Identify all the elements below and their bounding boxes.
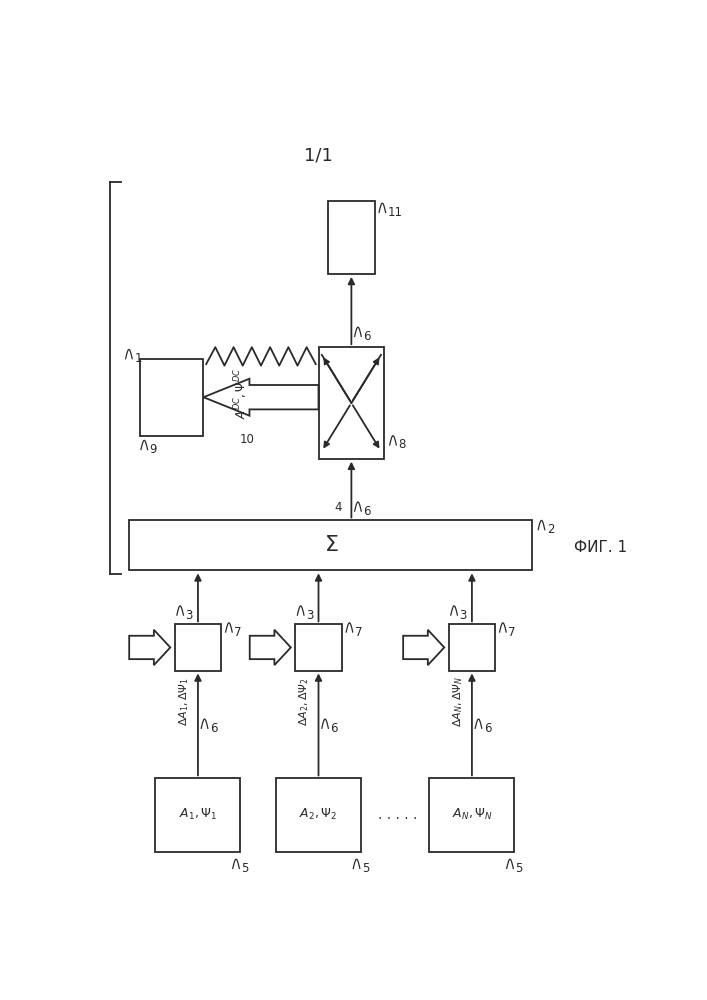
Text: 6: 6 bbox=[331, 722, 338, 735]
Bar bbox=[129, 520, 532, 570]
Polygon shape bbox=[204, 379, 319, 416]
Text: $\Sigma$: $\Sigma$ bbox=[324, 535, 338, 555]
Text: 5: 5 bbox=[362, 862, 370, 875]
Bar bbox=[328, 201, 375, 274]
Text: 6: 6 bbox=[210, 722, 218, 735]
Text: 4: 4 bbox=[334, 501, 341, 514]
Text: 11: 11 bbox=[388, 206, 403, 219]
Bar bbox=[175, 624, 221, 671]
Text: 8: 8 bbox=[399, 438, 406, 451]
Text: 7: 7 bbox=[235, 626, 242, 639]
Bar bbox=[276, 778, 361, 852]
Text: $\Delta A_1,\Delta\Psi_1$: $\Delta A_1,\Delta\Psi_1$ bbox=[177, 677, 191, 726]
Text: 5: 5 bbox=[242, 862, 249, 875]
Polygon shape bbox=[403, 630, 444, 665]
Text: 3: 3 bbox=[186, 609, 193, 622]
Text: 7: 7 bbox=[508, 626, 516, 639]
Text: $A^{DC},\Psi^{DC}$: $A^{DC},\Psi^{DC}$ bbox=[232, 368, 250, 419]
Polygon shape bbox=[129, 630, 170, 665]
Text: $A_N,\Psi_N$: $A_N,\Psi_N$ bbox=[452, 807, 492, 822]
Text: $\Delta A_N,\Delta\Psi_N$: $\Delta A_N,\Delta\Psi_N$ bbox=[451, 676, 464, 727]
Text: . . . . .: . . . . . bbox=[378, 808, 418, 822]
Text: 3: 3 bbox=[306, 609, 313, 622]
Polygon shape bbox=[250, 630, 291, 665]
Text: $A_2,\Psi_2$: $A_2,\Psi_2$ bbox=[300, 807, 337, 822]
Text: 1/1: 1/1 bbox=[304, 147, 333, 165]
Text: 1: 1 bbox=[134, 352, 142, 365]
Text: 10: 10 bbox=[240, 433, 255, 446]
Text: $A_1,\Psi_1$: $A_1,\Psi_1$ bbox=[179, 807, 217, 822]
Text: 6: 6 bbox=[363, 505, 371, 518]
Bar bbox=[156, 778, 240, 852]
Text: 6: 6 bbox=[363, 330, 371, 343]
Bar bbox=[141, 359, 204, 436]
Bar bbox=[296, 624, 341, 671]
Text: ФИГ. 1: ФИГ. 1 bbox=[574, 540, 627, 555]
Text: 2: 2 bbox=[547, 523, 554, 536]
Text: $\Delta A_2,\Delta\Psi_2$: $\Delta A_2,\Delta\Psi_2$ bbox=[298, 677, 311, 726]
Text: 3: 3 bbox=[460, 609, 467, 622]
Text: 7: 7 bbox=[355, 626, 363, 639]
Bar bbox=[429, 778, 515, 852]
Text: 6: 6 bbox=[484, 722, 491, 735]
Bar bbox=[449, 624, 495, 671]
Text: 9: 9 bbox=[150, 443, 157, 456]
Text: 5: 5 bbox=[515, 862, 523, 875]
Bar bbox=[319, 347, 385, 459]
